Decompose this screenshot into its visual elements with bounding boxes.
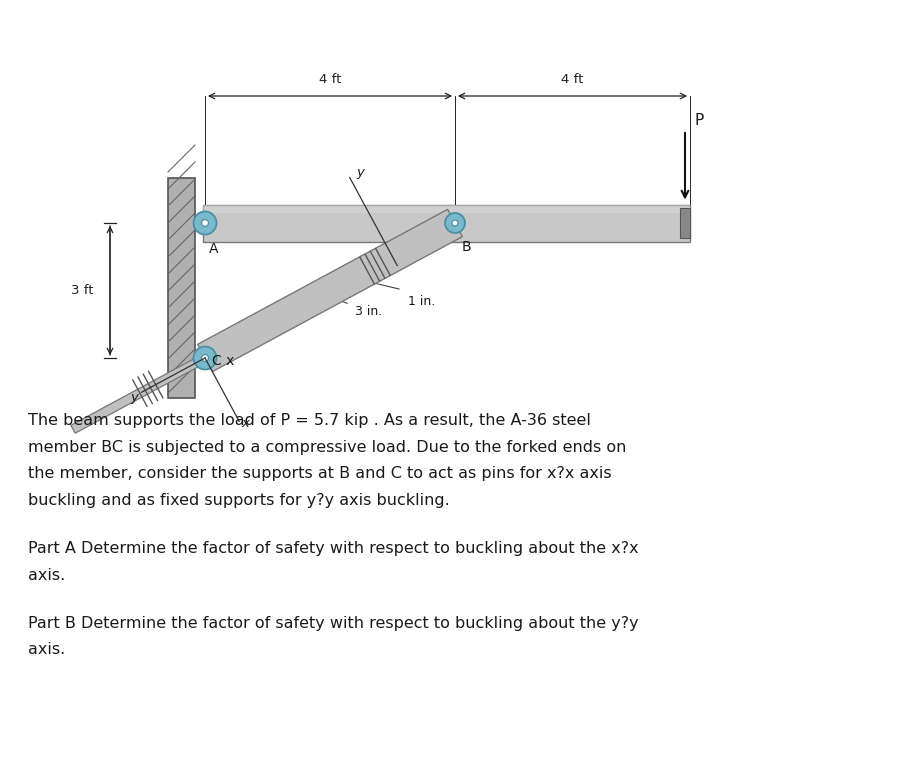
Text: B: B: [462, 240, 471, 254]
Text: 1 in.: 1 in.: [408, 295, 436, 308]
Polygon shape: [680, 208, 690, 238]
Text: the member, consider the supports at B and C to act as pins for x?x axis: the member, consider the supports at B a…: [28, 466, 612, 481]
Text: 4 ft: 4 ft: [561, 73, 584, 86]
Text: 4 ft: 4 ft: [319, 73, 341, 86]
Text: axis.: axis.: [28, 568, 65, 582]
Circle shape: [193, 211, 216, 234]
Polygon shape: [198, 210, 462, 372]
Text: axis.: axis.: [28, 643, 65, 657]
Circle shape: [202, 220, 208, 227]
Text: y: y: [131, 391, 138, 404]
Circle shape: [193, 346, 216, 369]
Circle shape: [202, 355, 208, 362]
Text: x: x: [241, 417, 249, 430]
Polygon shape: [71, 349, 215, 433]
Text: y: y: [357, 166, 365, 178]
Text: The beam supports the load of P = 5.7 kip . As a result, the A-36 steel: The beam supports the load of P = 5.7 ki…: [28, 413, 591, 428]
Polygon shape: [203, 204, 690, 213]
Text: A: A: [209, 242, 218, 256]
Text: member BC is subjected to a compressive load. Due to the forked ends on: member BC is subjected to a compressive …: [28, 439, 626, 455]
Polygon shape: [203, 204, 690, 241]
Polygon shape: [168, 178, 195, 398]
Text: Part B Determine the factor of safety with respect to buckling about the y?y: Part B Determine the factor of safety wi…: [28, 616, 638, 631]
Text: Part A Determine the factor of safety with respect to buckling about the x?x: Part A Determine the factor of safety wi…: [28, 541, 638, 556]
Text: 3 in.: 3 in.: [355, 305, 382, 318]
Circle shape: [445, 213, 465, 233]
Text: 3 ft: 3 ft: [71, 284, 94, 297]
Circle shape: [452, 220, 458, 226]
Text: C x: C x: [212, 354, 235, 368]
Text: P: P: [694, 113, 703, 128]
Text: buckling and as fixed supports for y?y axis buckling.: buckling and as fixed supports for y?y a…: [28, 492, 449, 508]
